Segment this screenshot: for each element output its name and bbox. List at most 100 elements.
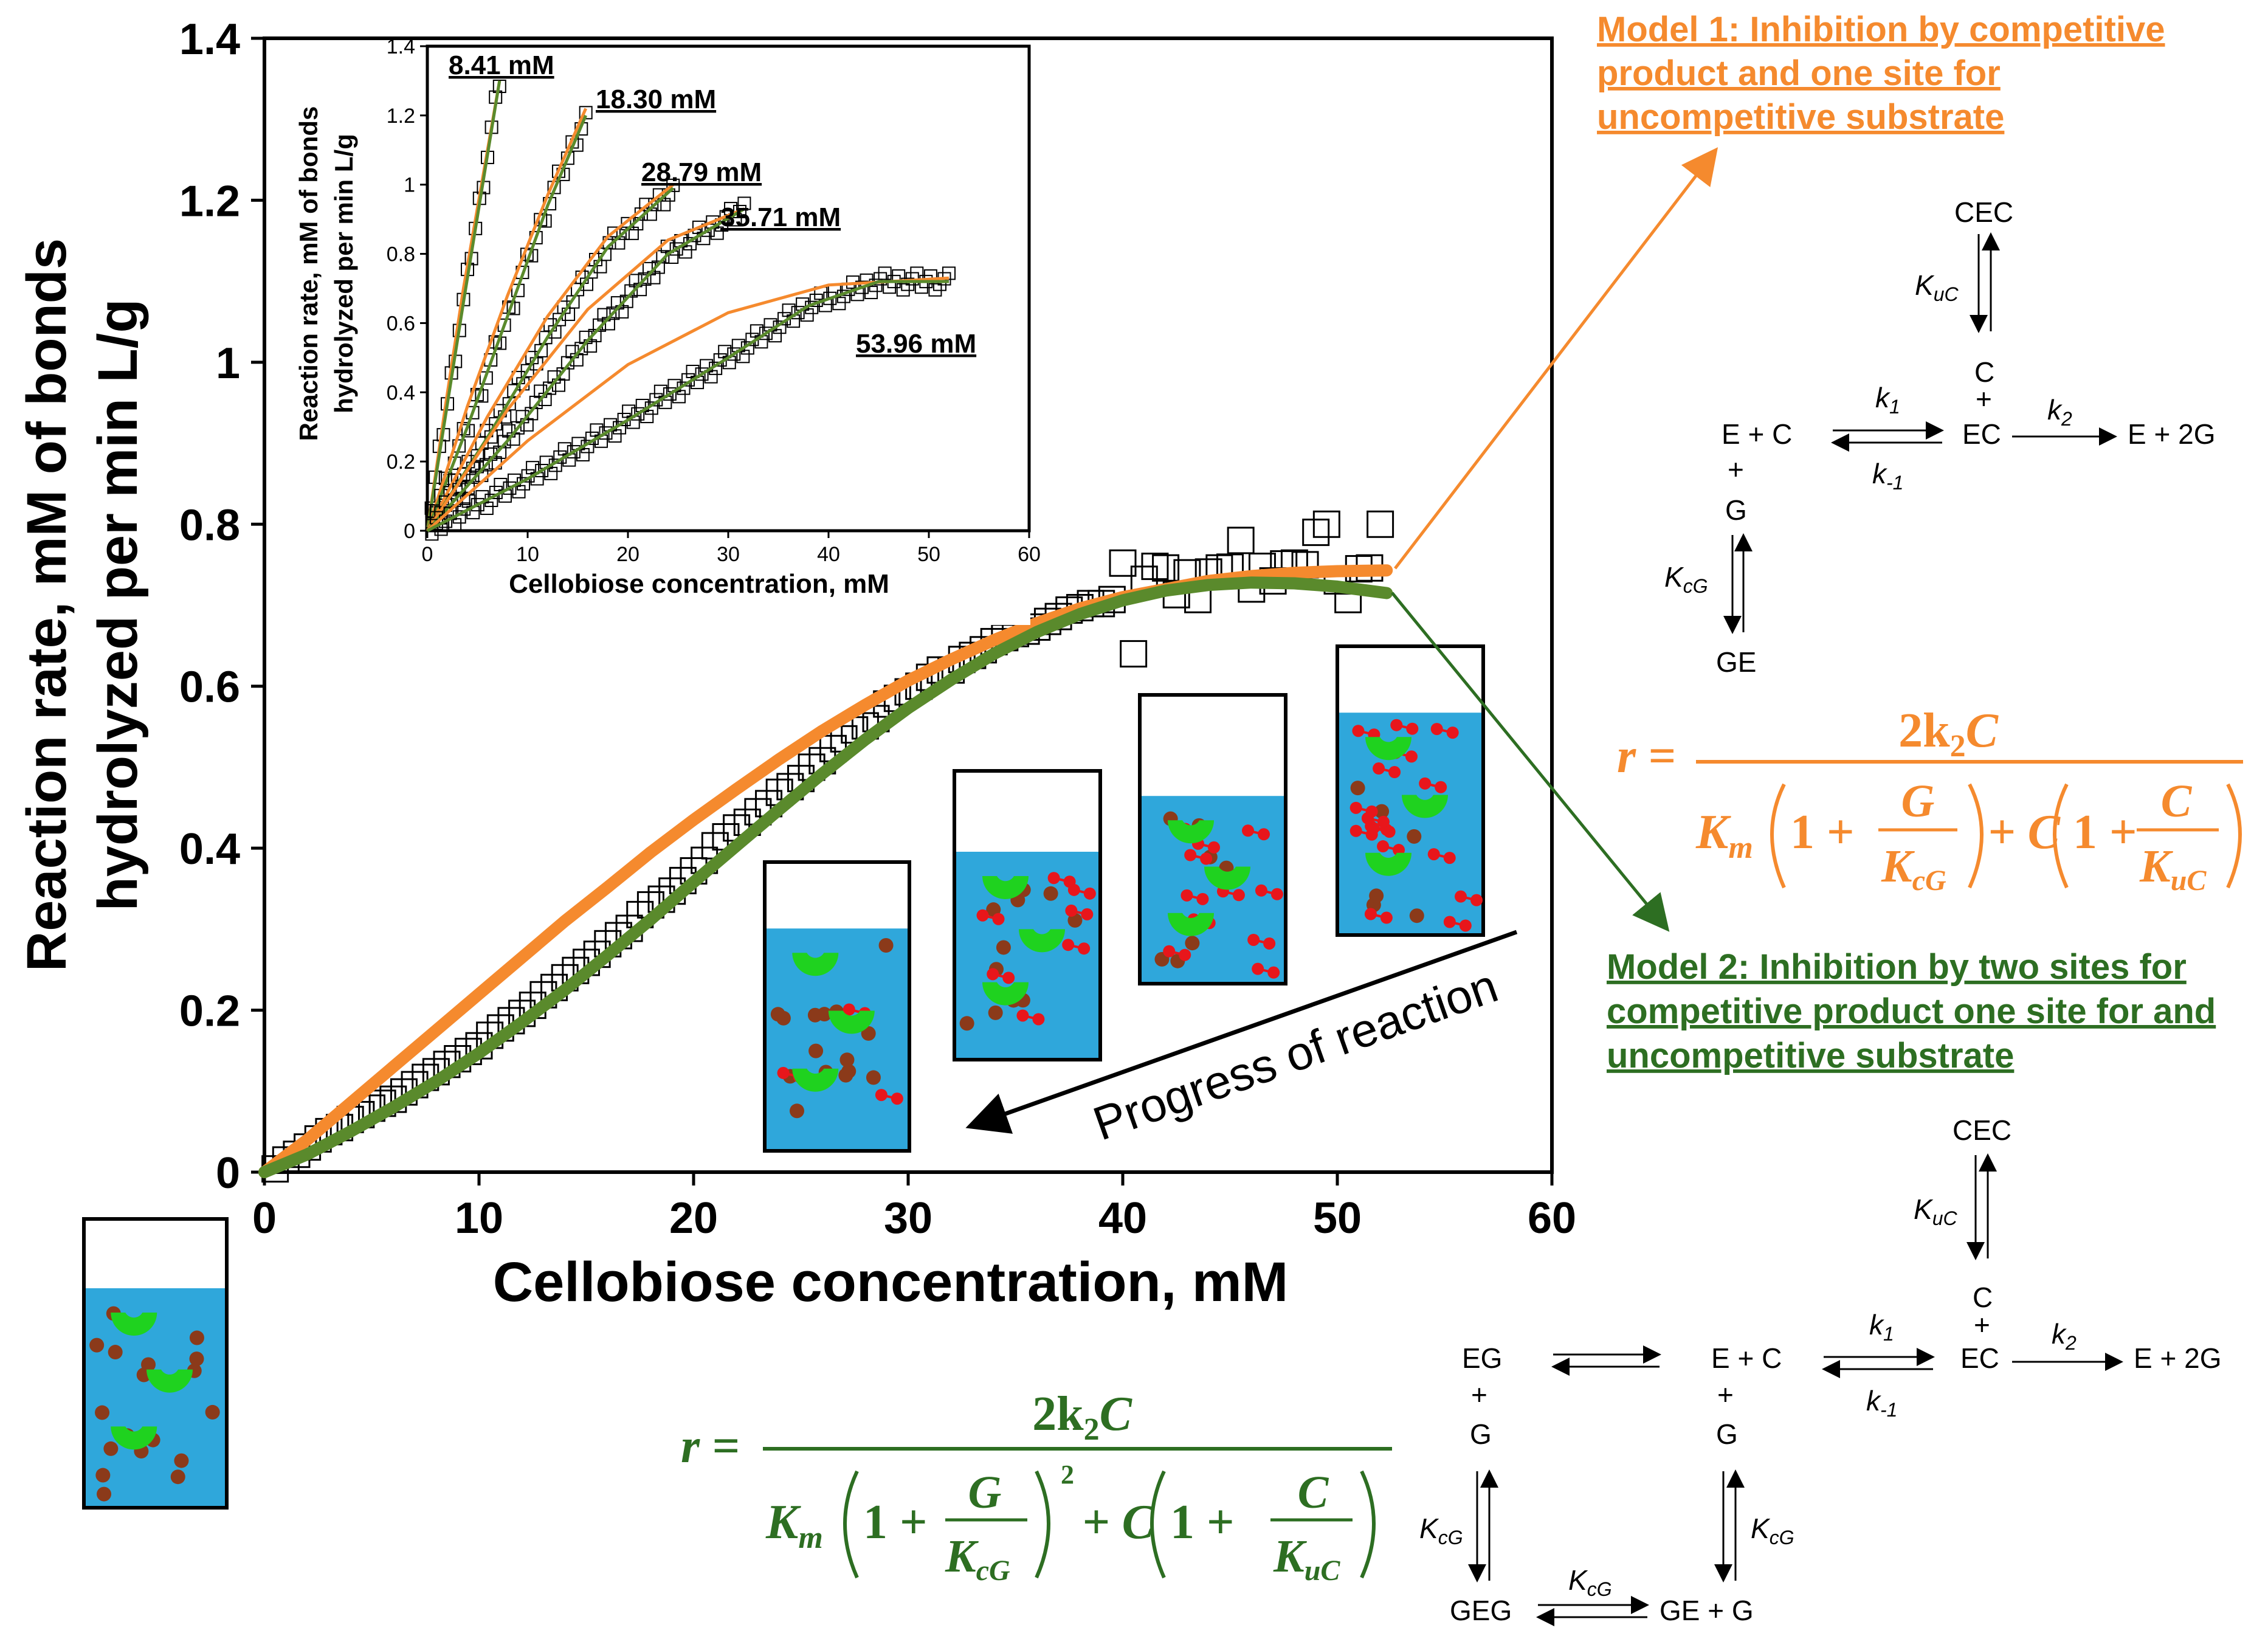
- data-point: [1227, 526, 1255, 554]
- glucose-molecule: [1267, 966, 1280, 979]
- inset-x-ticks: 0 10 20 30 40 50 60: [422, 531, 1041, 566]
- glucose-molecule: [1196, 892, 1209, 905]
- inset-model2-curve: [426, 80, 502, 531]
- enzyme-shape: [111, 1313, 157, 1336]
- main-y-tick-label: 0.4: [179, 825, 240, 874]
- enzyme-shape: [1402, 795, 1448, 818]
- m2-kcg-bottom: KcG: [1568, 1564, 1612, 1600]
- glucose-molecule: [987, 968, 999, 981]
- cellobiose-molecule: [205, 1404, 220, 1420]
- glucose-molecule: [1179, 948, 1191, 961]
- cellobiose-molecule: [1374, 804, 1390, 819]
- model1-title-line1: Model 1: Inhibition by competitive: [1597, 10, 2165, 49]
- inset-data-point: [624, 284, 638, 298]
- main-y-tick-label: 0.6: [179, 663, 240, 712]
- main-y-axis-label-line1: Reaction rate, mM of bonds: [16, 238, 78, 972]
- inset-data-point: [686, 365, 700, 379]
- inset-curve-group: 18.30 mM: [425, 85, 716, 531]
- inset-curve-group: 35.71 mM: [425, 196, 841, 541]
- enzyme-shape: [146, 1369, 193, 1393]
- glucose-molecule: [1032, 1013, 1045, 1026]
- cellobiose-molecule: [1043, 886, 1058, 901]
- reaction-beakers: [82, 644, 1485, 1510]
- cellobiose-molecule: [89, 1337, 105, 1353]
- beaker-water: [767, 928, 908, 1149]
- cellobiose-molecule: [95, 1468, 111, 1483]
- m2-km1: k-1: [1866, 1385, 1897, 1421]
- m1-e-plus-2g: E + 2G: [2128, 418, 2215, 450]
- glucose-molecule: [1455, 890, 1467, 903]
- main-y-axis-label-line2: hydrolyzed per min L/g: [87, 299, 149, 911]
- inset-data-point: [878, 266, 892, 280]
- inset-model1-curve: [426, 108, 587, 531]
- glucose-molecule: [1367, 822, 1380, 835]
- cellobiose-molecule: [839, 1052, 855, 1068]
- inset-model2-curve: [426, 280, 949, 533]
- inset-data-point: [598, 247, 612, 261]
- enzyme-shape: [1365, 852, 1411, 876]
- cellobiose-molecule: [174, 1453, 189, 1468]
- main-y-tick-label: 0.2: [179, 987, 240, 1036]
- inset-data-point: [692, 220, 706, 234]
- inset-data-point: [710, 226, 724, 240]
- glucose-molecule: [1200, 852, 1213, 865]
- cellobiose-molecule: [97, 1486, 112, 1502]
- m1-eq-plus-c: + C: [1988, 806, 2061, 859]
- m2-e-plus-2g: E + 2G: [2134, 1342, 2221, 1374]
- inset-data-point: [663, 387, 677, 401]
- m2-plus-eg: +: [1471, 1379, 1487, 1410]
- inset-x-tick-label: 50: [917, 543, 940, 566]
- data-point: [1367, 510, 1394, 538]
- glucose-molecule: [1390, 719, 1403, 731]
- enzyme-shape: [982, 876, 1029, 899]
- inset-data-point: [672, 390, 686, 404]
- m1-cec: CEC: [1954, 196, 2013, 228]
- glucose-molecule: [1247, 933, 1260, 946]
- m1-e-plus-c: E + C: [1722, 418, 1792, 450]
- glucose-molecule: [1263, 937, 1276, 950]
- inset-curve-label: 8.41 mM: [449, 50, 554, 80]
- glucose-molecule: [843, 1003, 855, 1016]
- inset-data-point: [590, 423, 604, 437]
- inset-data-point: [651, 260, 665, 274]
- inset-curve-label: 18.30 mM: [596, 85, 716, 114]
- inset-data-point: [653, 384, 667, 398]
- cellobiose-molecule: [95, 1405, 110, 1420]
- model1-equation: r = 2k2C Km 1 + G KcG + C 1 + C KuC: [1617, 704, 2243, 897]
- glucose-molecule: [1349, 824, 1362, 837]
- glucose-molecule: [1377, 840, 1390, 853]
- m1-c: C: [1974, 356, 1994, 388]
- main-x-tick-label: 60: [1528, 1194, 1576, 1243]
- glucose-molecule: [1181, 889, 1193, 902]
- cellobiose-molecule: [878, 938, 894, 953]
- m1-kcg: KcG: [1664, 561, 1708, 597]
- inset-data-point: [791, 306, 805, 320]
- m1-g: G: [1725, 494, 1747, 526]
- inset-curve-label: 35.71 mM: [720, 202, 841, 232]
- glucose-molecule: [1255, 884, 1267, 897]
- m2-kuc: KuC: [1914, 1193, 1957, 1229]
- glucose-molecule: [1349, 801, 1362, 814]
- m2-k2: k2: [2052, 1318, 2077, 1354]
- inset-y-axis-label-line1: Reaction rate, mM of bonds: [294, 106, 323, 441]
- m2-kcg-right: KcG: [1751, 1513, 1794, 1548]
- glucose-molecule: [1419, 777, 1432, 790]
- main-y-tick-label: 1.4: [179, 15, 240, 64]
- inset-data-point: [622, 404, 636, 418]
- main-x-tick-label: 10: [455, 1194, 503, 1243]
- glucose-molecule: [1163, 945, 1176, 958]
- inset-data-point: [832, 297, 846, 311]
- glucose-molecule: [1430, 723, 1443, 736]
- m2-eg: EG: [1462, 1342, 1502, 1374]
- glucose-molecule: [777, 1066, 790, 1079]
- glucose-molecule: [1065, 904, 1078, 917]
- m2-eq-kcg: KcG: [945, 1531, 1010, 1587]
- inset-x-tick-label: 0: [422, 543, 433, 566]
- glucose-molecule: [1405, 750, 1418, 763]
- cellobiose-molecule: [838, 1068, 853, 1083]
- main-x-tick-label: 30: [884, 1194, 932, 1243]
- m2-ge-plus-g: GE + G: [1660, 1595, 1754, 1626]
- inset-data-point: [718, 345, 732, 359]
- glucose-molecule: [1078, 942, 1091, 955]
